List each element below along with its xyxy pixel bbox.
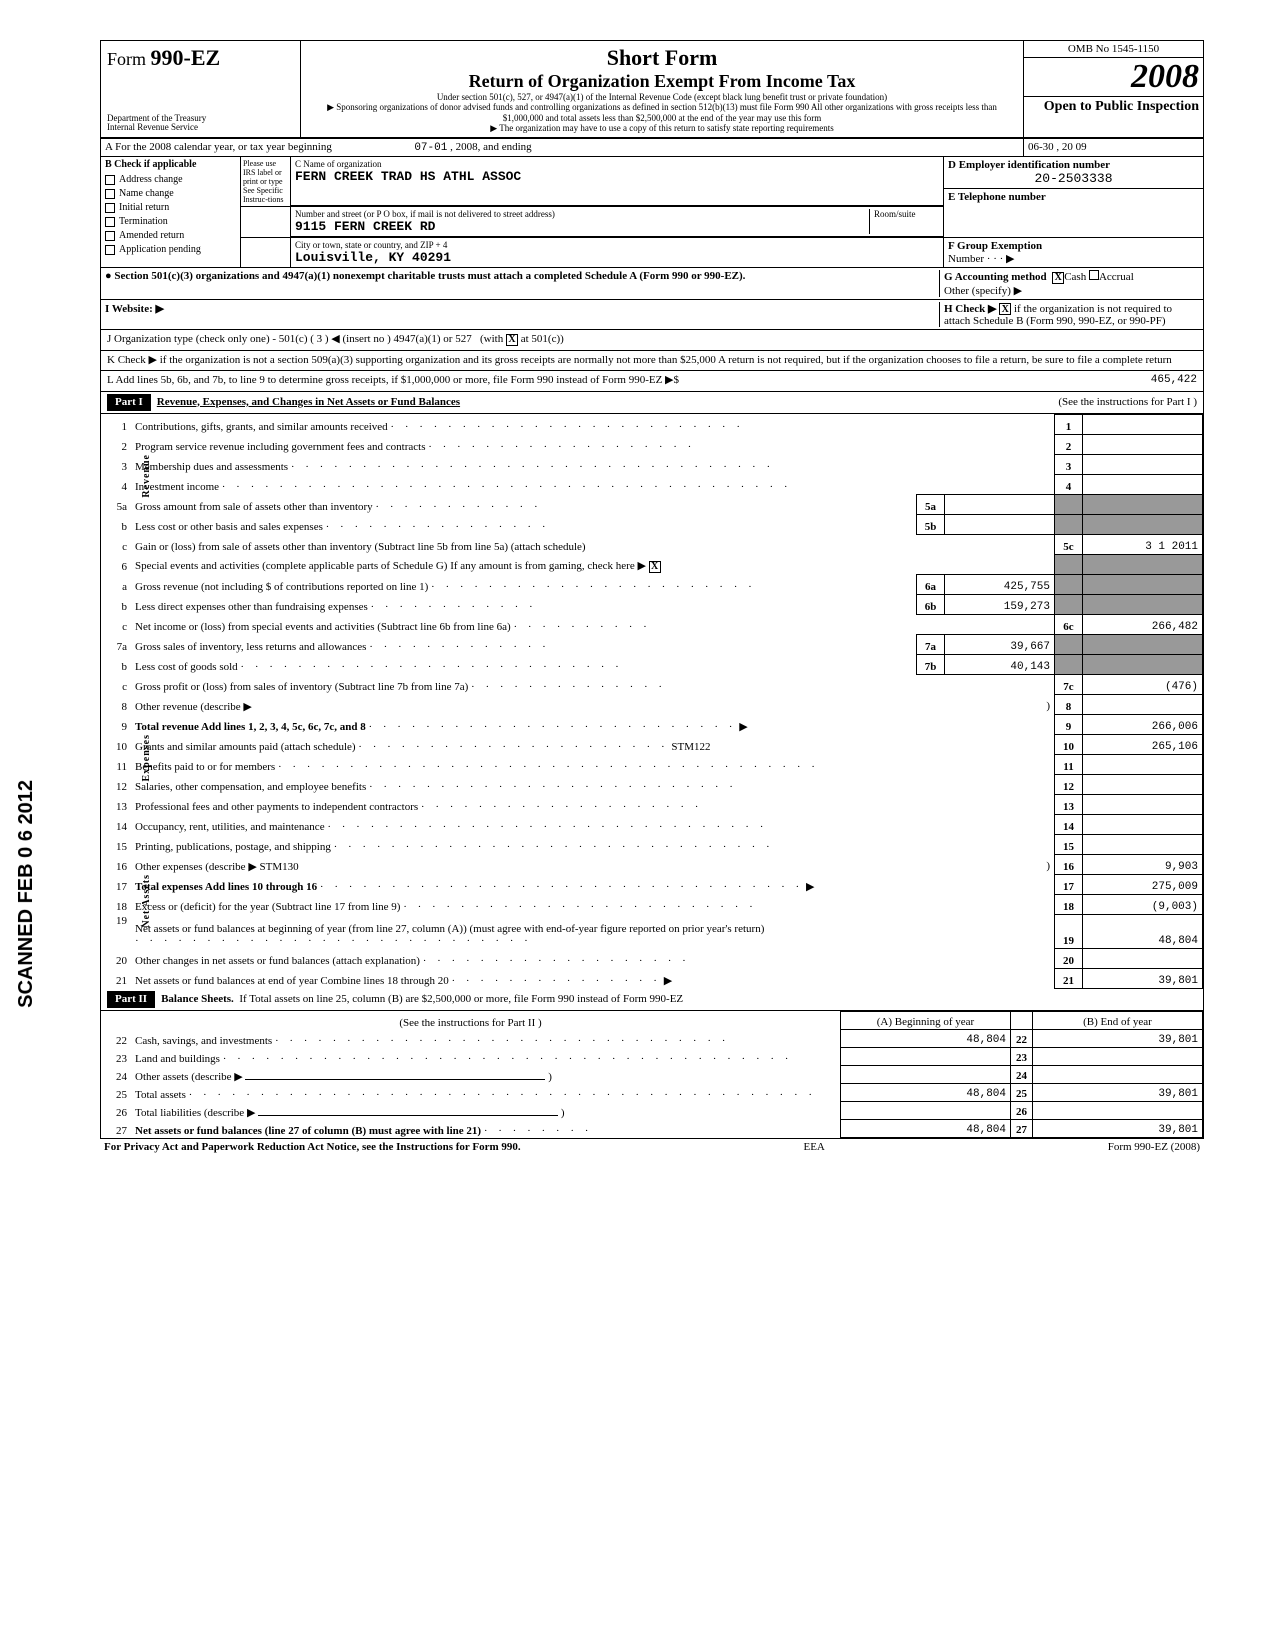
col-right: D Employer identification number 20-2503…	[943, 157, 1203, 267]
form-header: Form 990-EZ Department of the Treasury I…	[101, 41, 1203, 139]
side-expenses: Expenses	[141, 734, 152, 781]
cb-pending[interactable]	[105, 245, 115, 255]
note-copy: ▶ The organization may have to use a cop…	[307, 123, 1017, 133]
line-j: J Organization type (check only one) - 5…	[101, 330, 1203, 350]
org-city: Louisville, KY 40291	[295, 250, 939, 265]
section-h-i: I Website: ▶ H Check ▶ X if the organiza…	[101, 300, 1203, 331]
title-short: Short Form	[307, 45, 1017, 71]
entity-block: B Check if applicable Address change Nam…	[101, 157, 1203, 268]
omb-number: OMB No 1545-1150	[1024, 41, 1203, 58]
line-a: A For the 2008 calendar year, or tax yea…	[101, 139, 1203, 157]
form-990ez: Form 990-EZ Department of the Treasury I…	[100, 40, 1204, 1139]
org-name: FERN CREEK TRAD HS ATHL ASSOC	[295, 169, 939, 184]
line-l: L Add lines 5b, 6b, and 7b, to line 9 to…	[101, 371, 1203, 391]
footer: For Privacy Act and Paperwork Reduction …	[100, 1139, 1204, 1155]
scanned-stamp: SCANNED FEB 0 6 2012	[15, 780, 38, 1008]
ein: 20-2503338	[948, 171, 1199, 186]
section-501-g: ● Section 501(c)(3) organizations and 49…	[101, 268, 1203, 300]
col-b-checkboxes: B Check if applicable Address change Nam…	[101, 157, 241, 267]
line-k: K Check ▶ if the organization is not a s…	[101, 351, 1203, 371]
cb-amended[interactable]	[105, 231, 115, 241]
cb-initial-return[interactable]	[105, 203, 115, 213]
cb-termination[interactable]	[105, 217, 115, 227]
under-section: Under section 501(c), 527, or 4947(a)(1)…	[307, 92, 1017, 102]
form-number: Form 990-EZ	[107, 45, 294, 71]
open-inspection: Open to Public Inspection	[1024, 96, 1203, 117]
cb-h[interactable]: X	[999, 303, 1011, 315]
part2-table: (See the instructions for Part II ) (A) …	[101, 1011, 1203, 1138]
part2-header: Part II Balance Sheets. If Total assets …	[101, 989, 1203, 1011]
org-address: 9115 FERN CREEK RD	[295, 219, 869, 234]
side-revenue: Revenue	[141, 454, 152, 498]
title-main: Return of Organization Exempt From Incom…	[307, 71, 1017, 92]
cb-accrual[interactable]	[1089, 270, 1099, 280]
col-c-name-address: Please use IRS label or print or type Se…	[241, 157, 943, 267]
part1-table: 1Contributions, gifts, grants, and simil…	[101, 414, 1203, 989]
note-sponsoring: ▶ Sponsoring organizations of donor advi…	[307, 102, 1017, 123]
side-net-assets: Net Assets	[141, 874, 152, 928]
part1-header: Part I Revenue, Expenses, and Changes in…	[101, 392, 1203, 414]
please-use-label: Please use IRS label or print or type Se…	[241, 157, 291, 206]
cb-gaming[interactable]: X	[649, 561, 661, 573]
cb-cash[interactable]: X	[1052, 272, 1064, 284]
cb-name-change[interactable]	[105, 189, 115, 199]
department: Department of the Treasury Internal Reve…	[107, 114, 294, 134]
tax-year: 2008	[1024, 58, 1203, 96]
cb-address-change[interactable]	[105, 175, 115, 185]
